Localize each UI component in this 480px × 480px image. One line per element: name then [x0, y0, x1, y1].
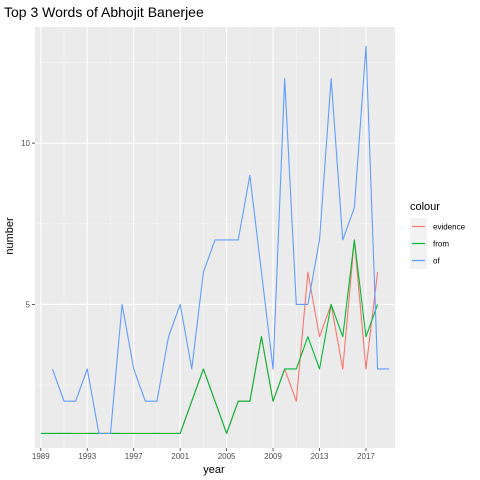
- minor-gridlines: [35, 27, 395, 448]
- legend: colour evidence from of: [410, 201, 466, 269]
- x-axis-title: year: [203, 464, 225, 476]
- series-line-from: [40, 239, 379, 435]
- x-tick-label: 2001: [171, 452, 189, 461]
- x-tick-label: 1997: [125, 452, 143, 461]
- series-line-of: [51, 45, 390, 435]
- x-axis-ticks: 1989 1993 1997 2001 2005 2009 2013 2017: [32, 448, 375, 461]
- chart-title: Top 3 Words of Abhojit Banerjee: [4, 4, 204, 20]
- x-tick-label: 2013: [311, 452, 329, 461]
- x-tick-label: 2017: [357, 452, 375, 461]
- legend-label-of: of: [433, 257, 440, 266]
- y-axis-title: number: [4, 217, 16, 255]
- y-axis-ticks: 5 10: [21, 139, 35, 309]
- plot-panel: [35, 27, 395, 448]
- series-lines: [40, 45, 390, 435]
- x-tick-label: 2009: [264, 452, 282, 461]
- legend-label-from: from: [433, 240, 449, 249]
- legend-title: colour: [410, 201, 440, 213]
- legend-label-evidence: evidence: [433, 223, 466, 232]
- major-gridlines: [35, 27, 395, 448]
- y-tick-label: 10: [21, 139, 30, 148]
- x-tick-label: 1993: [78, 452, 96, 461]
- x-tick-label: 1989: [32, 452, 50, 461]
- y-tick-label: 5: [26, 300, 31, 309]
- x-tick-label: 2005: [218, 452, 236, 461]
